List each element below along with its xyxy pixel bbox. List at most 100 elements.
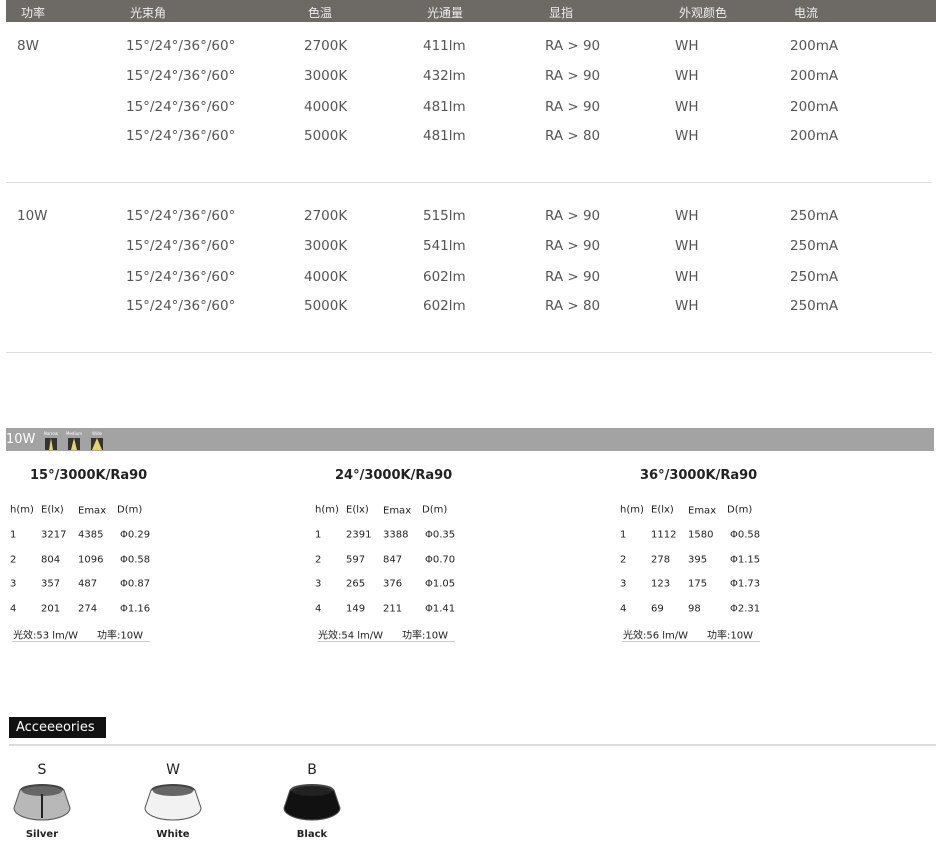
accessory-name: Silver [25, 829, 59, 840]
spec-cell: 200mA [790, 99, 839, 115]
spec-cell: 3000K [304, 68, 348, 84]
table-cell: 2 [10, 554, 17, 566]
efficacy: 光效:54 lm/W [318, 630, 384, 642]
table-cell: 1 [620, 529, 627, 541]
spec-cell: RA > 90 [545, 68, 601, 84]
table-cell: 2 [315, 554, 322, 566]
table-cell: 376 [383, 578, 403, 590]
table-cell: 847 [383, 554, 403, 566]
table-cell: Φ0.58 [730, 529, 761, 541]
accessory-code: B [307, 762, 317, 778]
table-cell: 274 [78, 603, 98, 615]
spec-cell: RA > 90 [545, 208, 601, 224]
accessories-divider [9, 744, 936, 746]
table-cell: 1096 [78, 554, 104, 566]
table-cell: 265 [346, 578, 366, 590]
block-title: 15°/3000K/Ra90 [30, 468, 148, 483]
table-cell: 804 [41, 554, 61, 566]
reflector-white-image [141, 782, 205, 822]
table-cell: 211 [383, 603, 403, 615]
spec-cell: WH [675, 298, 699, 314]
table-cell: 1112 [651, 529, 677, 541]
column-header: E(lx) [346, 504, 369, 516]
column-header: h(m) [10, 504, 34, 516]
header-cell: 外观颜色 [679, 6, 728, 20]
reflector-black-image [280, 782, 344, 822]
spec-cell: 250mA [790, 238, 839, 254]
table-cell: 98 [688, 603, 701, 615]
accessory-name: White [156, 829, 190, 840]
column-header: h(m) [620, 504, 644, 516]
table-cell: Φ1.05 [425, 578, 456, 590]
spec-cell: 411lm [423, 38, 466, 54]
beam-narrow-icon: Narrow [44, 431, 58, 451]
spec-cell: 432lm [423, 68, 466, 84]
table-cell: 4 [315, 603, 322, 615]
power-value: 10W [17, 208, 48, 224]
spec-cell: 200mA [790, 68, 839, 84]
table-cell: Φ1.73 [730, 578, 761, 590]
header-cell: 光束角 [130, 6, 167, 20]
spec-cell: 250mA [790, 298, 839, 314]
column-header: Emax [383, 505, 412, 517]
table-cell: Φ0.70 [425, 554, 456, 566]
spec-cell: RA > 90 [545, 99, 601, 115]
table-cell: 3 [10, 578, 17, 590]
spec-cell: WH [675, 38, 699, 54]
accessory-name: Black [296, 829, 328, 840]
spec-cell: WH [675, 238, 699, 254]
efficacy: 光效:56 lm/W [623, 630, 689, 642]
spec-cell: 200mA [790, 38, 839, 54]
table-cell: 597 [346, 554, 366, 566]
column-header: h(m) [315, 504, 339, 516]
spec-cell: 15°/24°/36°/60° [126, 68, 236, 84]
table-cell: 278 [651, 554, 671, 566]
spec-cell: RA > 80 [545, 128, 601, 144]
spec-cell: 5000K [304, 298, 348, 314]
spec-cell: 481lm [423, 99, 466, 115]
beam-wide-icon: Wide [90, 431, 104, 451]
group-divider [6, 352, 932, 353]
table-cell: Φ0.35 [425, 529, 456, 541]
header-cell: 色温 [308, 6, 333, 20]
table-cell: 1 [315, 529, 322, 541]
table-cell: Φ0.87 [120, 578, 151, 590]
block-power: 功率:10W [97, 630, 143, 642]
spec-cell: 200mA [790, 128, 839, 144]
table-cell: 1 [10, 529, 17, 541]
block-power: 功率:10W [402, 630, 448, 642]
header-cell: 光通量 [427, 6, 464, 20]
table-cell: 4 [10, 603, 17, 615]
beam-label: Wide [92, 431, 102, 436]
spec-cell: WH [675, 99, 699, 115]
spec-cell: 515lm [423, 208, 466, 224]
beam-shape [91, 438, 103, 450]
table-cell: 395 [688, 554, 708, 566]
spec-cell: 15°/24°/36°/60° [126, 208, 236, 224]
beam-medium-icon: Medium [66, 431, 82, 451]
beam-shape [68, 438, 80, 450]
footer-underline [12, 641, 150, 642]
beam-shape [45, 438, 57, 450]
header-cell: 显指 [549, 6, 574, 20]
spec-cell: RA > 90 [545, 269, 601, 285]
table-cell: 4385 [78, 529, 104, 541]
spec-cell: 250mA [790, 269, 839, 285]
accessories-title: Acceeeories [9, 717, 106, 738]
table-cell: 2391 [346, 529, 372, 541]
spec-cell: 15°/24°/36°/60° [126, 238, 236, 254]
column-header: E(lx) [41, 504, 64, 516]
spec-cell: 3000K [304, 238, 348, 254]
spec-cell: 5000K [304, 128, 348, 144]
spec-cell: 15°/24°/36°/60° [126, 128, 236, 144]
table-cell: 487 [78, 578, 98, 590]
table-cell: 4 [620, 603, 627, 615]
table-cell: 201 [41, 603, 61, 615]
table-cell: 123 [651, 578, 671, 590]
table-cell: Φ0.29 [120, 529, 151, 541]
spec-cell: 15°/24°/36°/60° [126, 298, 236, 314]
table-cell: 357 [41, 578, 61, 590]
column-header: Emax [78, 505, 107, 517]
beam-label: Narrow [43, 431, 59, 436]
spec-cell: WH [675, 68, 699, 84]
